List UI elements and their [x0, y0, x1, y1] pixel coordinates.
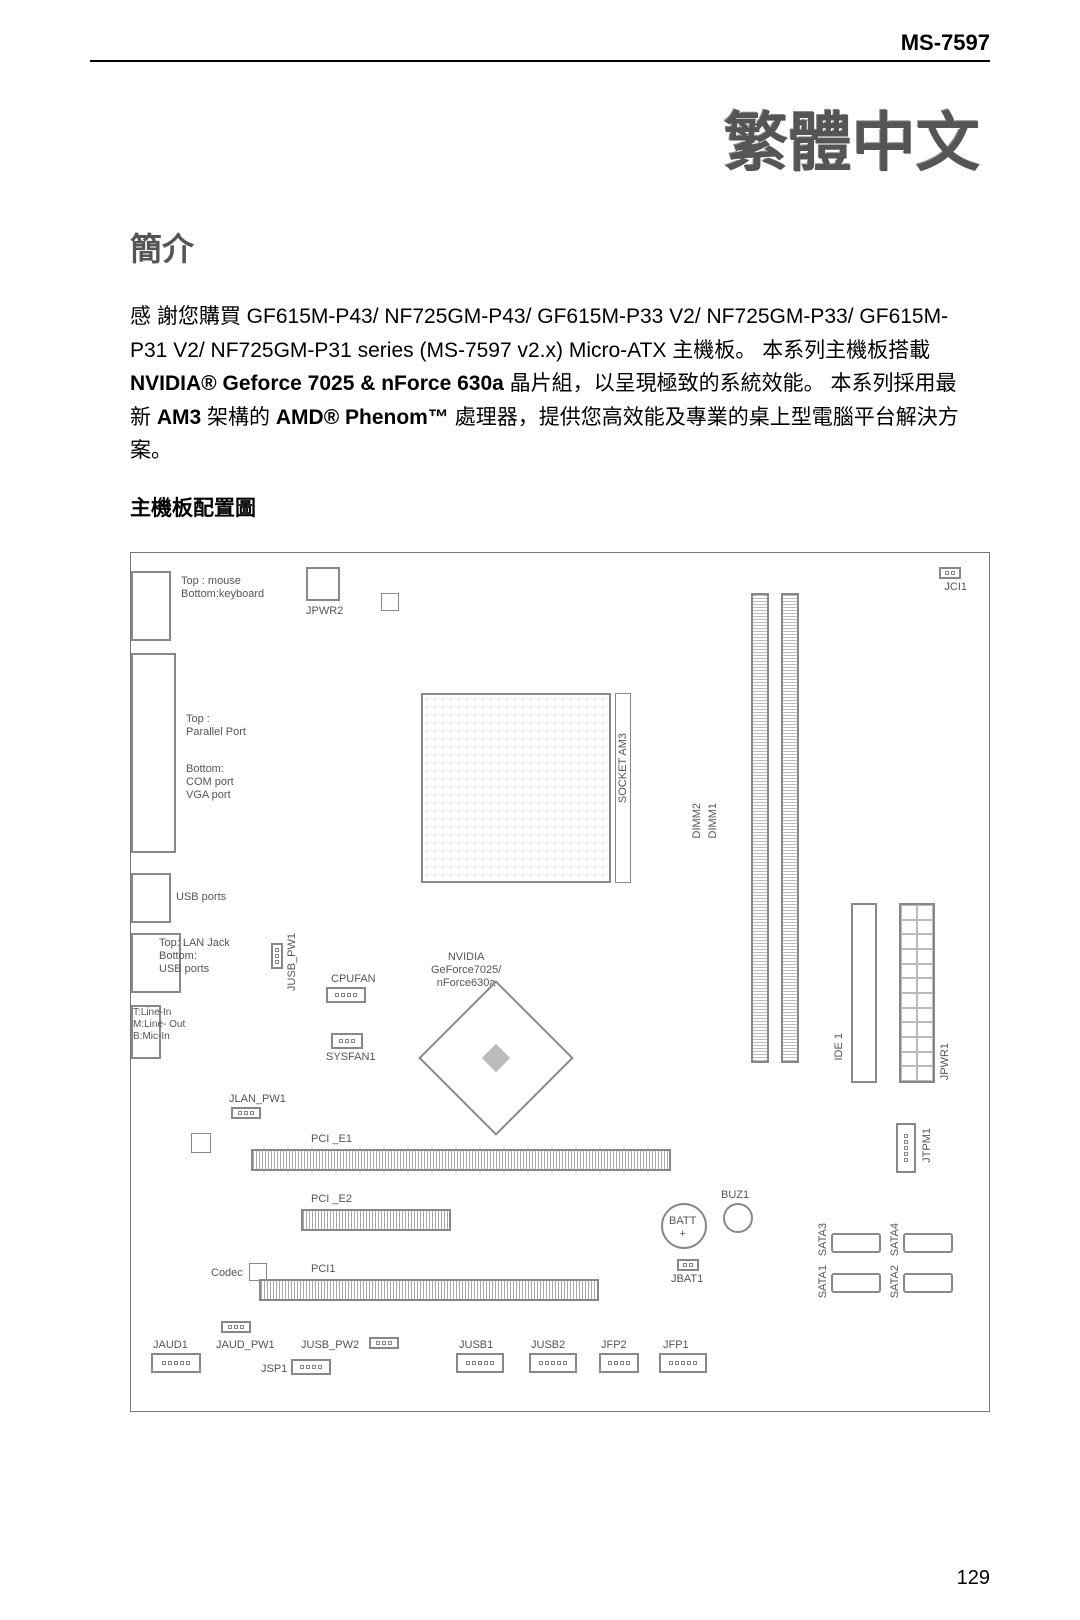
lbl-jfp1: JFP1: [663, 1339, 689, 1352]
lbl-dimm2: DIMM2: [691, 803, 704, 838]
ide1-connector: [851, 903, 877, 1083]
jusb-pw1-header: [271, 943, 283, 969]
pci-e2-slot: [301, 1209, 451, 1231]
lbl-jusb-pw1: JUSB_PW1: [286, 933, 299, 991]
usb-ports-block: [131, 873, 171, 923]
lbl-audio: T:Line-In M:Line- Out B:Mic-In: [133, 1007, 185, 1043]
lbl-cpufan: CPUFAN: [331, 973, 376, 986]
lbl-parallel: Top : Parallel Port: [186, 713, 246, 739]
intro-bold-cpu: AMD® Phenom™: [276, 406, 449, 429]
chipset: [418, 980, 574, 1136]
lbl-pci-e2: PCI _E2: [311, 1193, 352, 1206]
jpwr1-atx-connector: [899, 903, 935, 1083]
lbl-top-mouse: Top : mouse Bottom:keyboard: [181, 575, 264, 601]
lbl-codec: Codec: [211, 1267, 243, 1280]
intro-bold-chipset: NVIDIA® Geforce 7025 & nForce 630a: [130, 372, 504, 395]
lbl-sata2: SATA2: [889, 1265, 902, 1298]
jusb2-header: [529, 1353, 577, 1373]
jlan-pw1-header: [231, 1107, 261, 1119]
jfp2-header: [599, 1353, 639, 1373]
lbl-jfp2: JFP2: [601, 1339, 627, 1352]
jusb1-header: [456, 1353, 504, 1373]
jaud-pw1-header: [221, 1321, 251, 1333]
page-number: 129: [957, 1567, 990, 1590]
lbl-jaud-pw1: JAUD_PW1: [216, 1339, 275, 1352]
intro-paragraph: 感 謝您購買 GF615M-P43/ NF725GM-P43/ GF615M-P…: [130, 300, 970, 468]
jci1-header: [939, 567, 961, 579]
lbl-jpwr1: JPWR1: [939, 1043, 952, 1080]
lbl-pci-e1: PCI _E1: [311, 1133, 352, 1146]
lbl-batt: BATT +: [669, 1215, 696, 1241]
sata1-port: [831, 1273, 881, 1293]
parallel-com-vga-port: [131, 653, 176, 853]
sata4-port: [903, 1233, 953, 1253]
header-model: MS-7597: [90, 30, 990, 62]
motherboard-layout-diagram: Top : mouse Bottom:keyboard JPWR2 JCI1 T…: [130, 552, 990, 1412]
lbl-pci1: PCI1: [311, 1263, 335, 1276]
jaud1-header: [151, 1353, 201, 1373]
small-jumper-2: [191, 1133, 211, 1153]
lbl-sysfan1: SYSFAN1: [326, 1051, 376, 1064]
intro-text: 感 謝您購買 GF615M-P43/ NF725GM-P43/ GF615M-P…: [130, 305, 948, 362]
lbl-lan-usb: Top: LAN Jack Bottom: USB ports: [159, 937, 230, 977]
chipset-die: [482, 1044, 510, 1072]
jusb-pw2-header: [369, 1337, 399, 1349]
cpufan-header: [326, 987, 366, 1003]
lbl-jusb2: JUSB2: [531, 1339, 565, 1352]
lbl-sata1: SATA1: [817, 1265, 830, 1298]
intro-mid2: 架構的: [207, 406, 276, 429]
jbat1-header: [677, 1259, 699, 1271]
lbl-jlan-pw1: JLAN_PW1: [229, 1093, 286, 1106]
lbl-socket-am3: SOCKET AM3: [617, 733, 630, 803]
sata2-port: [903, 1273, 953, 1293]
jfp1-header: [659, 1353, 707, 1373]
ps2-port: [131, 571, 171, 641]
sata3-port: [831, 1233, 881, 1253]
lbl-jci1: JCI1: [944, 581, 967, 594]
lbl-sata3: SATA3: [817, 1223, 830, 1256]
lbl-jtpm1: JTPM1: [921, 1128, 934, 1163]
lbl-usb-ports: USB ports: [176, 891, 226, 904]
jsp1-header: [291, 1359, 331, 1375]
pci1-slot: [259, 1279, 599, 1301]
lbl-sata4: SATA4: [889, 1223, 902, 1256]
dimm1-slot: [781, 593, 799, 1063]
lbl-jusb-pw2: JUSB_PW2: [301, 1339, 359, 1352]
subsection-title: 主機板配置圖: [130, 492, 990, 522]
lbl-dimm1: DIMM1: [707, 803, 720, 838]
intro-bold-am3: AM3: [157, 406, 201, 429]
title-main: 繁體中文: [90, 92, 980, 184]
dimm2-slot: [751, 593, 769, 1063]
small-jumper-1: [381, 593, 399, 611]
lbl-jpwr2: JPWR2: [306, 605, 343, 618]
sysfan1-header: [331, 1033, 363, 1049]
lbl-jbat1: JBAT1: [671, 1273, 703, 1286]
lbl-jusb1: JUSB1: [459, 1339, 493, 1352]
buzzer: [723, 1203, 753, 1233]
lbl-ide1: IDE 1: [833, 1033, 846, 1061]
lbl-jsp1: JSP1: [261, 1363, 287, 1376]
jpwr2-connector: [306, 567, 340, 601]
lbl-jaud1: JAUD1: [153, 1339, 188, 1352]
lbl-com-vga: Bottom: COM port VGA port: [186, 763, 234, 803]
lbl-buz1: BUZ1: [721, 1189, 749, 1202]
pci-e1-slot: [251, 1149, 671, 1171]
cpu-socket: [421, 693, 611, 883]
jtpm1-header: [896, 1123, 916, 1173]
section-title: 簡介: [130, 224, 990, 270]
